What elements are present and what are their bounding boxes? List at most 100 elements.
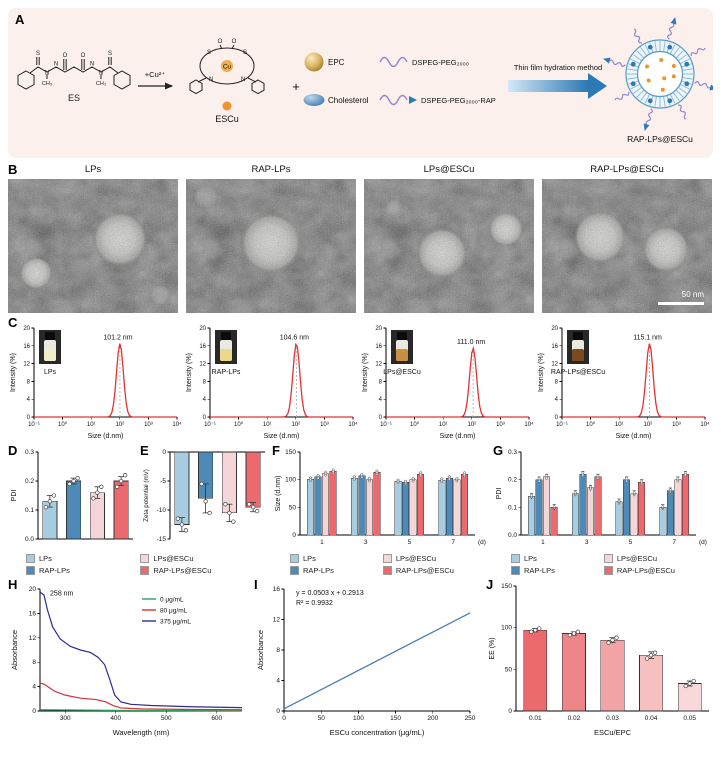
chart-text: 5 [408,539,412,546]
dls-chart-rap-lps: 0 4 8 12 16 20 10⁻¹ 10⁰ 10¹ 10² 10³ 10⁴ Size (d.nm) I… [184,319,358,441]
chart-text: 0 [555,415,559,421]
chart-text: 0.3 [508,449,517,456]
chart-text: 16 [375,344,382,350]
chart-text: 50 [289,504,297,511]
panel-label-b: B [8,162,18,177]
chart-text: 20 [23,326,30,332]
legend-item: LPs@ESCu [382,554,489,563]
tem-figure: LPs@ESCu [364,164,534,313]
panel-label-h: H [8,577,18,592]
tem-image-rap-lps-escu [542,179,712,313]
epc-label: EPC [328,58,345,67]
chart-text: 20 [375,326,382,332]
legend-label: LPs [524,554,537,563]
chart-text: 4 [379,397,383,403]
peak-size-annotation: 101.2 nm [103,335,132,342]
atom-label: O [232,39,237,45]
legend-swatch [511,554,520,563]
chart-text: 10² [115,422,124,428]
peg-squiggle [379,56,408,68]
chart-text: 10³ [672,422,681,428]
panel-label-e: E [140,443,149,458]
chart-text: 150 [390,715,401,722]
peg-rap-squiggle [379,94,408,106]
product-label: RAP-LPs@ESCu [627,134,693,144]
chart-C3: 0 4 8 12 16 20 10⁻¹ 10⁰ 10¹ 10² 10³ 10⁴ Size (d.nm) I… [362,326,534,440]
uv-spectra-chart: 0 4 8 12 16 20 300 400 500 600 Wavelength (nm) Abso… [8,581,248,739]
legend-item: LPs [26,554,126,563]
atom-label: S [36,51,40,57]
fit-r-squared: R² = 0.9932 [296,600,333,607]
chart-I: 0 4 8 12 16 0 50 100 150 200 250 ESCu concentration… [256,586,476,737]
escu-atom-labels: S S N N O O Cu [207,39,247,83]
legend-label: RAP-LPs@ESCu [616,566,675,575]
peak-size-annotation: 104.6 nm [280,335,309,342]
chart-text: 0 [508,708,512,715]
legend-swatch [603,554,613,563]
chart-text: 12 [29,635,37,642]
chart-text: 0.03 [606,715,619,722]
panel-label-a: A [15,12,25,27]
chart-text: 250 [465,715,476,722]
atom-label: N [99,71,103,77]
chart-text: 4 [203,397,207,403]
legend-label: RAP-LPs [303,566,334,575]
chart-H: 0 4 8 12 16 20 300 400 500 600 Wavelength (nm) Abso… [10,586,243,737]
chart-text: 16 [23,344,30,350]
chart-text: 20 [551,326,558,332]
panel-e: E 0 -5 -10 -15 Zeta potential (mV) [140,443,268,549]
scheme-svg: S O O S N N N N CH₃ CH₃ ES +Cu²⁺ [17,17,713,144]
tem-figure: LPs [8,164,178,313]
legend-swatch [290,554,299,563]
legend-item: RAP-LPs [290,566,369,575]
x-axis-unit: (d) [478,539,486,546]
chart-text: 10² [291,422,300,428]
chart-text: 10¹ [615,422,624,428]
chart-text: 10⁰ [234,421,244,428]
chart-D: 0.0 0.1 0.2 0.3 PDI [11,449,133,543]
atom-label: S [207,50,211,56]
pdi-bar-chart: 0.0 0.1 0.2 0.3 PDI [8,447,136,549]
x-axis-label: ESCu/EPC [594,728,632,737]
atom-label: N [90,62,94,68]
legend-swatch [382,554,392,563]
chart-text: 0.0 [508,532,517,539]
chart-text: 16 [273,586,281,593]
tem-figure: RAP-LPs@ESCu 50 nm [542,164,712,313]
dls-chart-lps-escu: 0 4 8 12 16 20 10⁻¹ 10⁰ 10¹ 10² 10³ 10⁴ Size (d.nm) I… [360,319,534,441]
y-axis-label: PDI [496,488,503,500]
scale-bar: 50 nm [658,290,704,305]
x-axis-label: Wavelength (nm) [113,728,170,737]
legend-label: RAP-LPs [39,566,70,575]
legend-swatch [290,566,299,575]
chart-text: 10³ [320,422,329,428]
chart-text: 10³ [496,422,505,428]
chart-text: 0 [282,715,286,722]
cu-arrow-label: +Cu²⁺ [145,70,165,79]
legend-swatch [26,566,35,575]
fit-equation: y = 0.0503 x + 0.2913 [296,590,364,597]
panel-h: H 0 4 8 12 16 20 300 400 500 600 Wavelength (nm) Ab… [8,577,248,739]
y-axis-label: Absorbance [10,630,19,670]
legend-label: LPs [303,554,316,563]
peak-size-annotation: 111.0 nm [457,339,485,346]
chart-text: 10³ [144,422,153,428]
escu-label: ESCu [215,114,239,124]
chart-text: 0.02 [568,715,581,722]
chart-text: 20 [29,586,37,593]
chart-text: 10⁴ [348,421,358,428]
panel-c-dls: C 0 4 8 12 16 20 10⁻¹ 10⁰ 10¹ 10² 10³ 10⁴ Size (d.nm… [8,316,713,441]
chart-text: 16 [29,610,37,617]
inset-sample-label: LPs [44,369,57,376]
atom-label: Cu [223,64,232,71]
chart-E: 0 -5 -10 -15 Zeta potential (mV) [143,449,265,543]
x-axis-label: Size (d.nm) [440,433,476,440]
chart-text: 1 [541,539,545,546]
chart-text: 16 [199,344,206,350]
cholesterol-ellipse [303,94,325,106]
chart-text: 100 [285,477,296,484]
legend-item: RAP-LPs [26,566,126,575]
panel-label-g: G [493,443,504,458]
chart-text: 0 [162,449,166,456]
atom-label: O [63,53,68,59]
